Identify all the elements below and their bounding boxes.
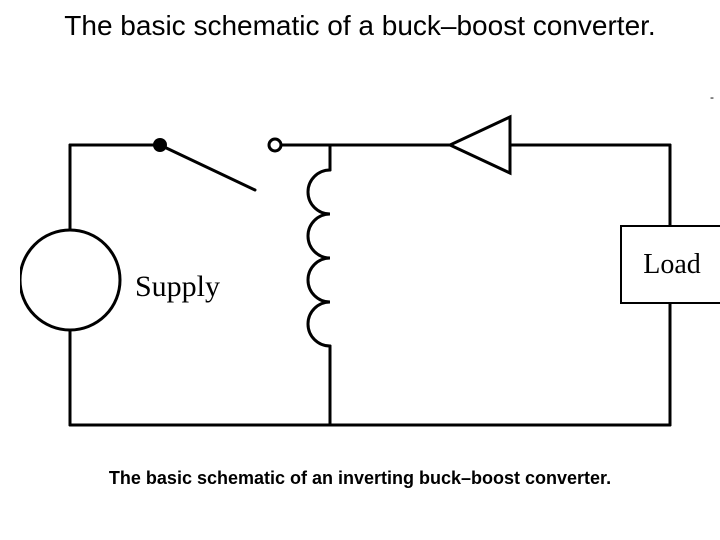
slide: The basic schematic of a buck–boost conv… bbox=[0, 0, 720, 540]
slide-title: The basic schematic of a buck–boost conv… bbox=[0, 8, 720, 43]
schematic-diagram: Supply Load bbox=[20, 95, 700, 455]
load-label: Load bbox=[643, 249, 701, 281]
schematic-svg bbox=[20, 95, 700, 455]
load-box: Load bbox=[620, 225, 720, 304]
supply-label: Supply bbox=[135, 270, 220, 304]
slide-caption: The basic schematic of an inverting buck… bbox=[0, 468, 720, 489]
stray-mark: - bbox=[710, 90, 714, 104]
